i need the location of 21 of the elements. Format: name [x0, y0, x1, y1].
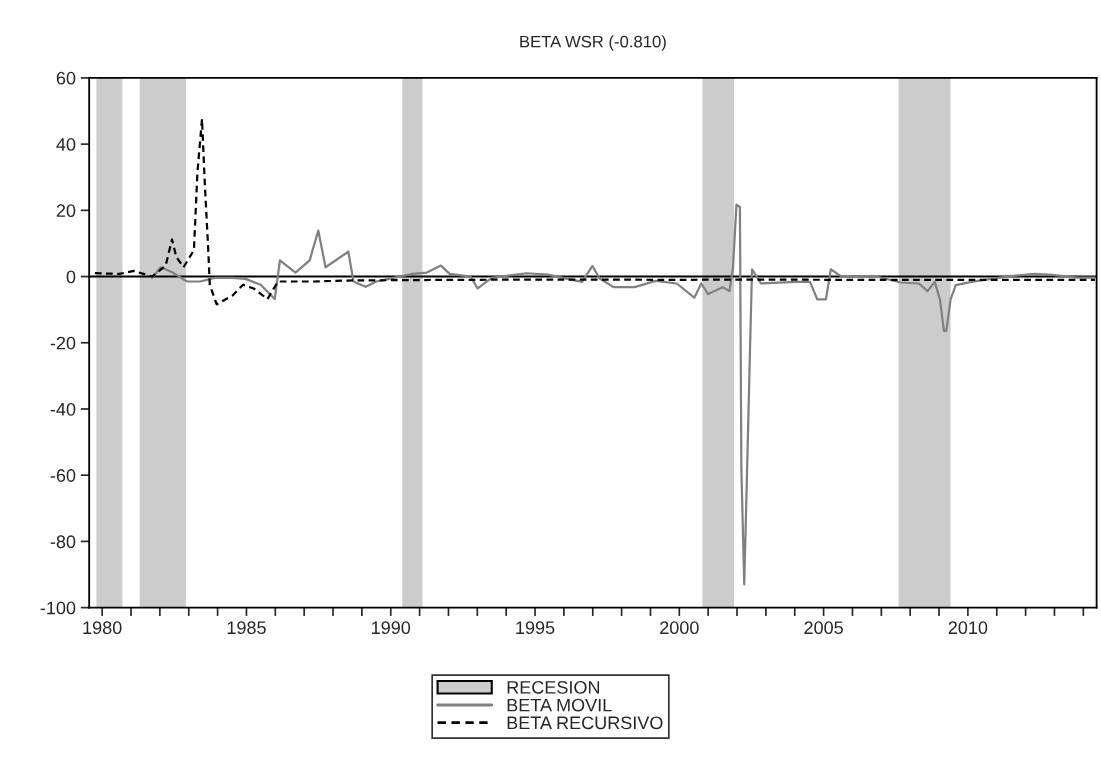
x-tick-label: 1995	[516, 621, 555, 635]
y-tick-label: -20	[50, 336, 76, 350]
x-tick-label: 1985	[227, 621, 266, 635]
y-tick-label: -40	[50, 402, 76, 416]
y-tick-label: -80	[50, 535, 76, 549]
legend-label: RECESION	[507, 680, 600, 694]
y-tick-label: -100	[40, 601, 76, 615]
y-tick-label: 0	[66, 270, 76, 284]
y-tick-label: 40	[56, 138, 76, 151]
y-tick-label: 60	[56, 71, 76, 85]
y-tick-label: -60	[50, 469, 76, 482]
y-tick-label: 20	[56, 204, 76, 218]
legend-label: BETA MOVIL	[507, 698, 612, 712]
x-tick-label: 2010	[948, 621, 988, 635]
x-tick-label: 2000	[660, 621, 699, 635]
chart-title: BETA WSR (-0.810)	[520, 35, 666, 51]
x-tick-label: 1980	[83, 621, 122, 635]
x-tick-label: 1990	[372, 621, 411, 635]
line-series	[150, 203, 1096, 586]
x-tick-label: 2005	[804, 621, 843, 635]
legend-label: BETA RECURSIVO	[507, 716, 663, 730]
